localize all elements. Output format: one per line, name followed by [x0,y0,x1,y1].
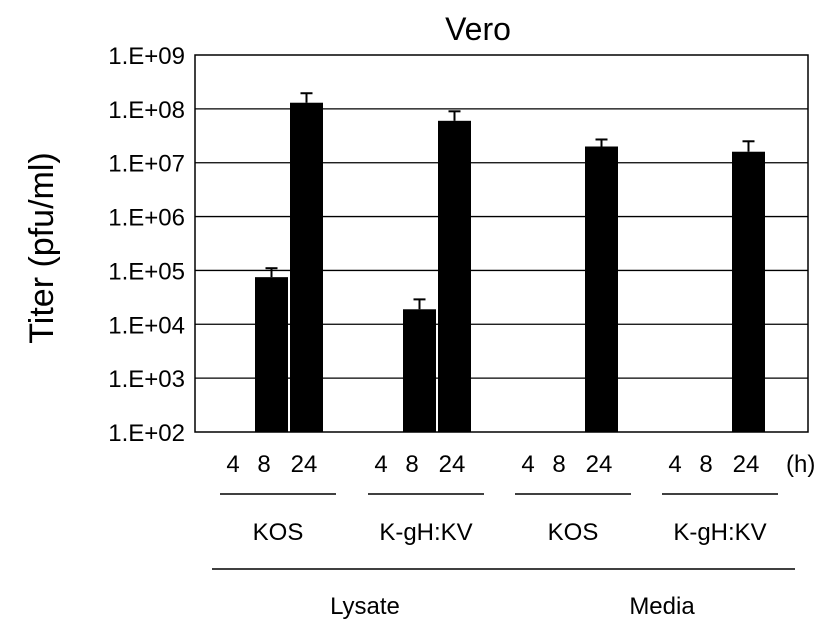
x-tick-label: 8 [405,451,418,478]
group-label: K-gH:KV [673,519,766,546]
bars [255,103,765,432]
time-unit-label: (h) [786,451,815,478]
bar [290,103,323,432]
y-tick-label: 1.E+06 [108,205,185,232]
x-tick-label: 4 [668,451,681,478]
y-tick-label: 1.E+07 [108,151,185,178]
y-axis-label: Titer (pfu/ml) [23,152,61,343]
x-tick-label: 4 [226,451,239,478]
y-tick-label: 1.E+02 [108,420,185,447]
x-tick-label: 24 [439,451,466,478]
sample-labels: Lysate Media [212,569,795,620]
group-label: KOS [253,519,304,546]
bar [403,309,436,432]
x-tick-label: 24 [291,451,318,478]
bar [255,277,288,432]
group-label: KOS [548,519,599,546]
x-tick-label: 8 [699,451,712,478]
group-labels: KOS K-gH:KV KOS K-gH:KV [220,494,778,546]
x-tick-label: 4 [521,451,534,478]
x-tick-label: 24 [586,451,613,478]
x-tick-label: 4 [374,451,387,478]
y-tick-label: 1.E+05 [108,258,185,285]
y-tick-label: 1.E+08 [108,97,185,124]
x-tick-labels: 4824482448244824 [226,451,759,478]
x-tick-label: 8 [552,451,565,478]
y-tick-label: 1.E+03 [108,366,185,393]
bar [438,121,471,432]
bar [585,147,618,432]
error-bars [266,93,755,309]
y-tick-label: 1.E+09 [108,43,185,70]
group-label: K-gH:KV [379,519,472,546]
sample-label: Media [629,593,695,620]
y-tick-label: 1.E+04 [108,312,185,339]
chart-title: Vero [445,11,511,47]
bar [732,152,765,432]
x-tick-label: 24 [733,451,760,478]
x-tick-label: 8 [257,451,270,478]
sample-label: Lysate [330,593,400,620]
y-tick-labels: 1.E+02 1.E+03 1.E+04 1.E+05 1.E+06 1.E+07 1.E+… [108,43,185,447]
